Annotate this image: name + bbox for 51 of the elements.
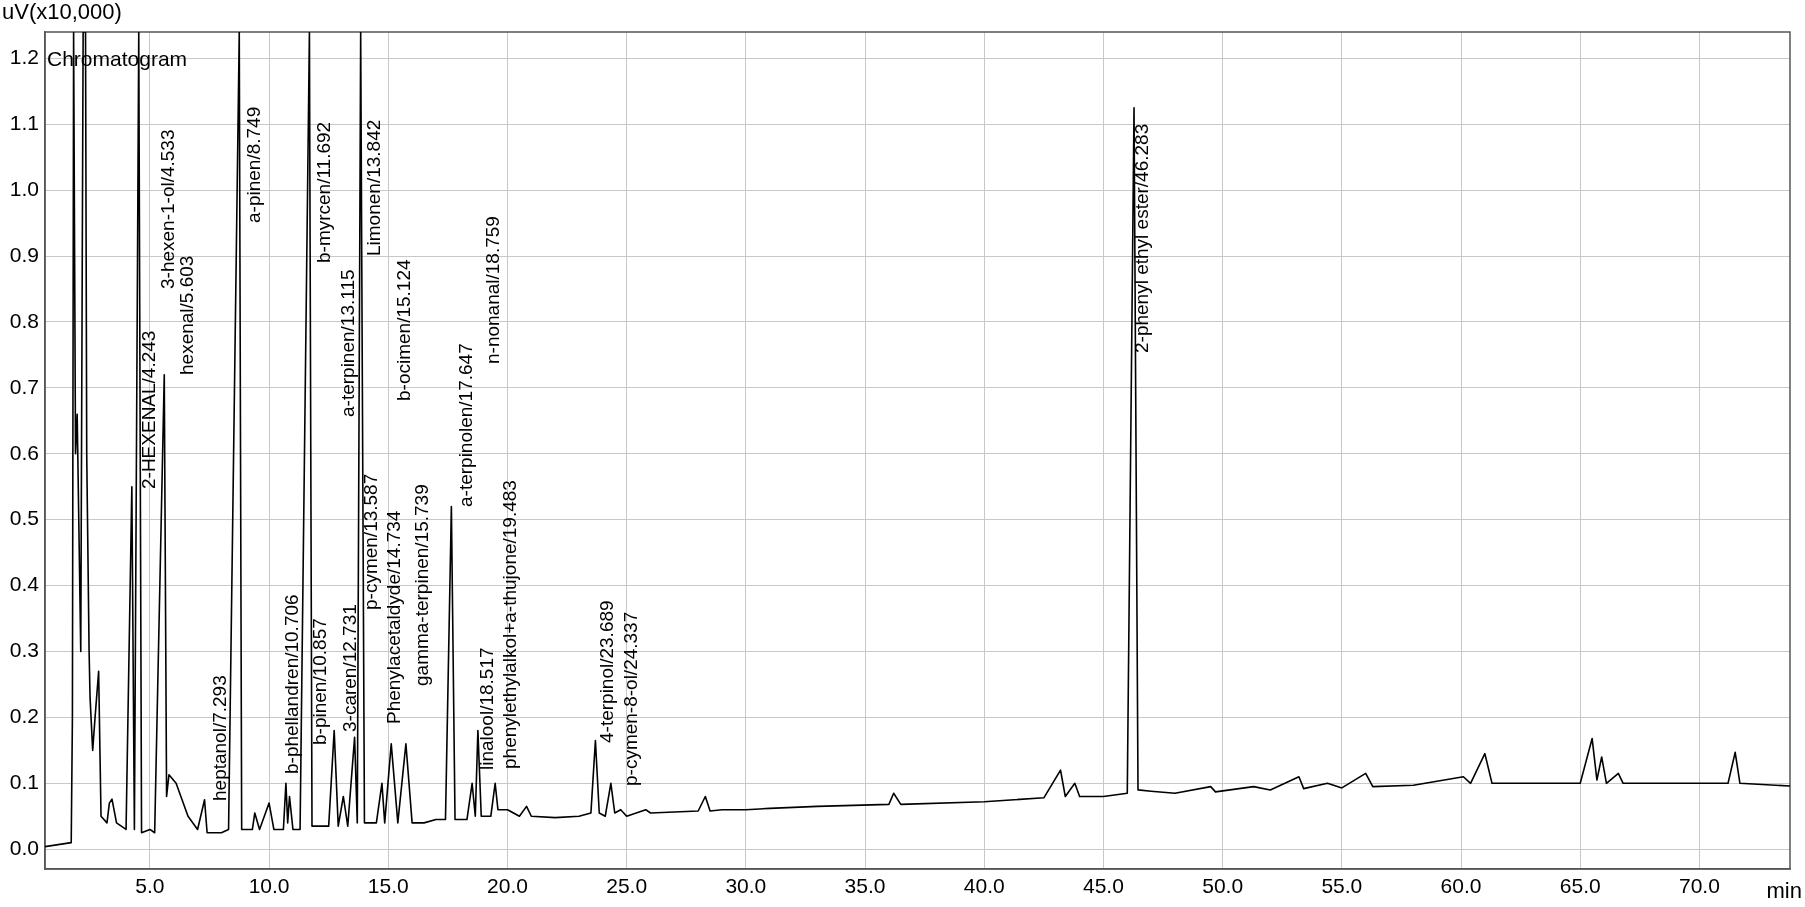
x-tick-label: 5.0 <box>135 874 165 898</box>
annotation: linalool/18.517 <box>476 647 498 770</box>
x-tick-label: 65.0 <box>1559 874 1601 898</box>
x-axis-title: min <box>1766 878 1802 904</box>
y-tick-label: 0.0 <box>9 836 39 860</box>
y-tick-label: 1.1 <box>9 111 39 135</box>
x-tick-label: 20.0 <box>487 874 528 898</box>
annotation: hexenal/5.603 <box>176 255 198 375</box>
annotation: b-pinen/10.857 <box>309 618 331 745</box>
annotation: b-ocimen/15.124 <box>393 259 415 401</box>
annotation: Limonen/13.842 <box>363 119 385 256</box>
y-tick-label: 0.8 <box>9 308 39 332</box>
annotation: 4-terpinol/23.689 <box>596 600 618 743</box>
annotation: p-cymen/13.587 <box>360 473 382 610</box>
annotation: gamma-terpinen/15.739 <box>411 484 433 686</box>
x-tick-label: 10.0 <box>248 874 290 898</box>
x-tick-label: 40.0 <box>963 874 1005 898</box>
x-tick-label: 35.0 <box>844 874 886 898</box>
annotation: b-phellandren/10.706 <box>281 594 303 774</box>
y-tick-label: 0.9 <box>9 242 39 266</box>
x-tick-label: 15.0 <box>367 874 409 898</box>
x-tick-label: 45.0 <box>1083 874 1124 898</box>
annotation: 3-caren/12.731 <box>339 604 361 732</box>
y-tick-label: 0.6 <box>9 440 39 464</box>
annotation: a-pinen/8.749 <box>243 106 265 223</box>
x-tick-label: 70.0 <box>1678 874 1720 898</box>
y-tick-label: 0.2 <box>9 704 39 728</box>
annotation: Phenylacetaldyde/14.734 <box>383 510 405 724</box>
x-tick-label: 55.0 <box>1321 874 1363 898</box>
annotation: heptanol/7.293 <box>209 675 231 801</box>
annotation: n-nonanal/18.759 <box>482 216 504 364</box>
y-tick-label: 0.4 <box>9 572 40 596</box>
y-tick-label: 0.7 <box>9 374 39 398</box>
x-tick-label: 25.0 <box>606 874 648 898</box>
x-tick-label: 60.0 <box>1440 874 1482 898</box>
annotation: 2-HEXENAL/4.243 <box>138 330 160 489</box>
annotation: a-terpinen/13.115 <box>337 269 359 417</box>
y-tick-label: 0.3 <box>9 638 39 662</box>
y-tick-label: 0.1 <box>9 770 39 794</box>
x-tick-label: 30.0 <box>725 874 767 898</box>
y-axis-title: uV(x10,000) <box>2 0 122 25</box>
annotation: phenylethylalkol+a-thujone/19.483 <box>499 480 521 769</box>
annotation: p-cymen-8-ol/24.337 <box>620 611 642 786</box>
annotation: b-myrcen/11.692 <box>313 121 335 263</box>
y-tick-label: 1.2 <box>9 45 39 69</box>
y-tick-label: 0.5 <box>9 506 39 530</box>
y-tick-label: 1.0 <box>9 176 39 200</box>
x-tick-label: 50.0 <box>1202 874 1244 898</box>
annotation: 2-phenyl ethyl ester/46.283 <box>1131 123 1153 353</box>
annotation: 3-hexen-1-ol/4.533 <box>157 129 179 289</box>
annotation: a-terpinolen/17.647 <box>455 343 477 507</box>
